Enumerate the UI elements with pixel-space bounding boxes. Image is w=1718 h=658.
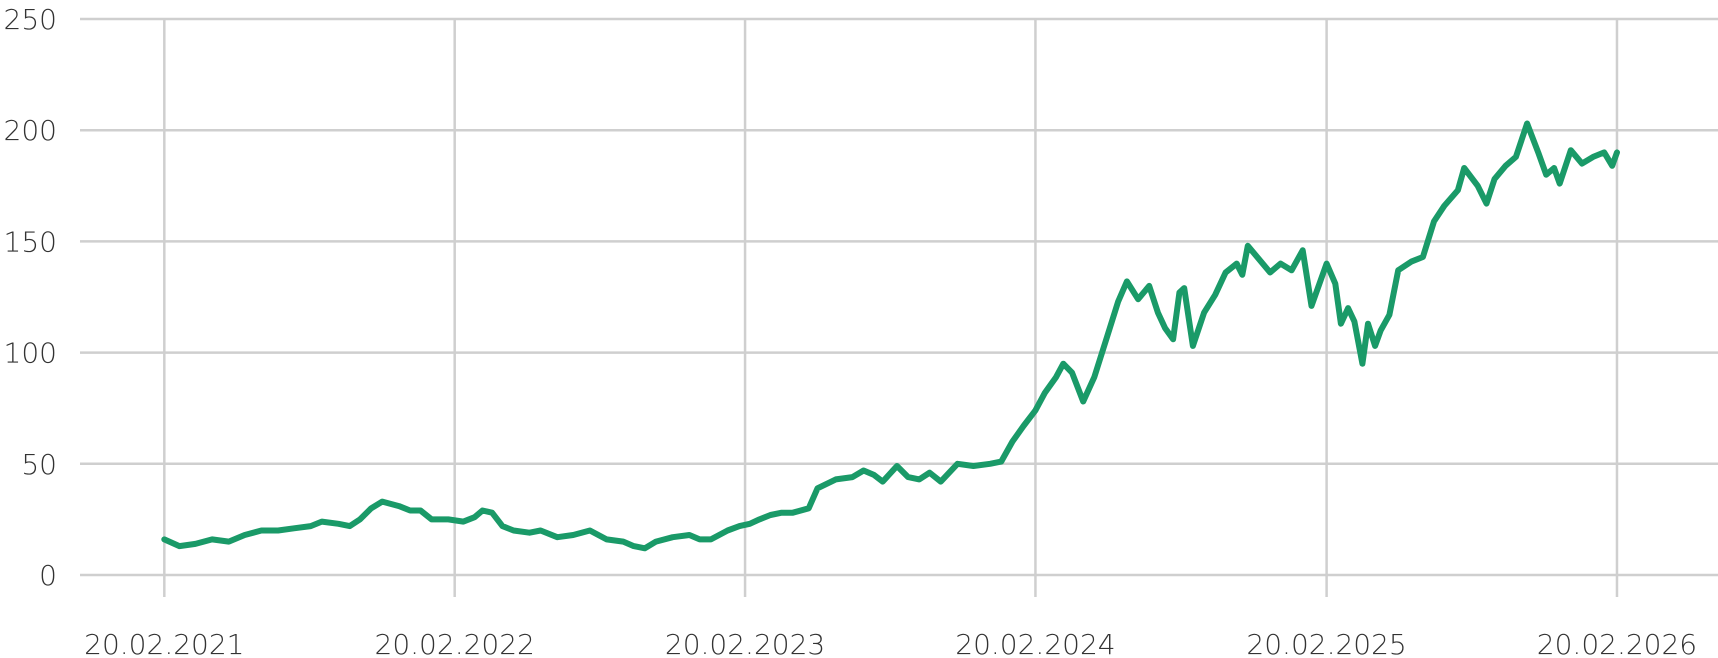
- x-tick-label: 20.02.2026: [1537, 628, 1697, 658]
- x-tick-label: 20.02.2023: [665, 628, 825, 658]
- y-tick-label: 200: [4, 114, 57, 147]
- y-tick-label: 0: [39, 559, 57, 592]
- line: [161, 120, 1620, 552]
- x-tick-label: 20.02.2021: [84, 628, 244, 658]
- y-tick-label: 50: [21, 448, 57, 481]
- y-tick-label: 150: [4, 225, 57, 258]
- x-tick-label: 20.02.2024: [955, 628, 1115, 658]
- x-tick-label: 20.02.2022: [375, 628, 535, 658]
- x-tick-label: 20.02.2025: [1246, 628, 1406, 658]
- y-tick-label: 250: [4, 3, 57, 36]
- y-tick-label: 100: [4, 337, 57, 370]
